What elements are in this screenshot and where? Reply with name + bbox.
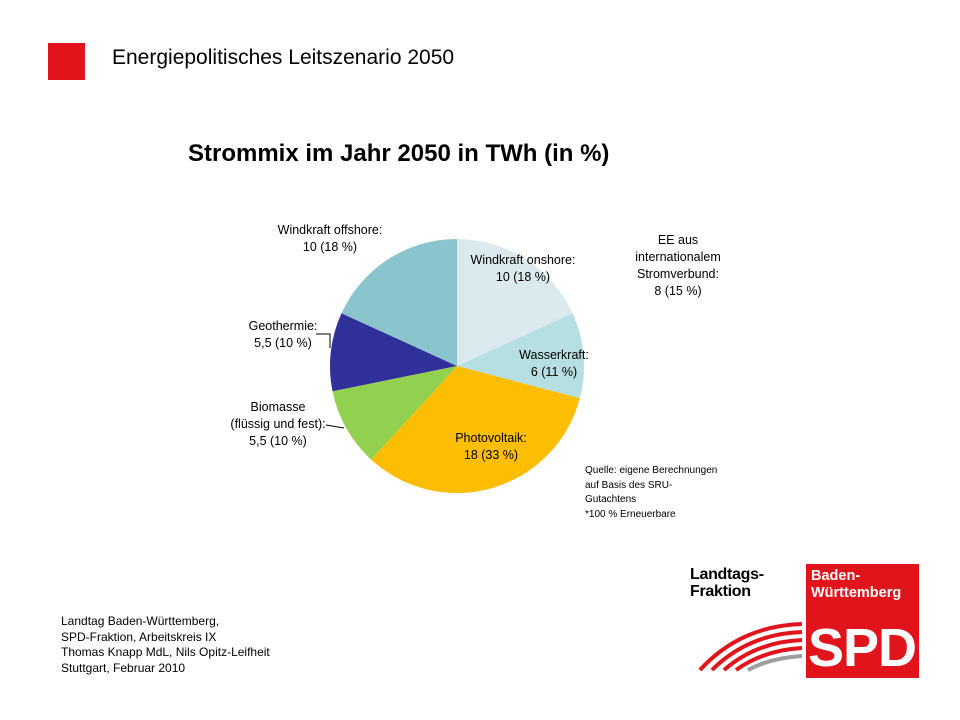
page-header: Energiepolitisches Leitszenario 2050 (112, 46, 455, 69)
footer-credits: Landtag Baden-Württemberg, SPD-Fraktion, … (61, 614, 270, 675)
label-windkraft-onshore: Windkraft onshore: 10 (18 %) (470, 253, 576, 284)
spd-wordmark: SPD (808, 618, 917, 678)
spd-state-name: Baden- Württemberg (811, 568, 902, 601)
label-wasserkraft: Wasserkraft: 6 (11 %) (519, 348, 589, 379)
pie-slice-photovoltaik (371, 366, 580, 494)
label-biomasse: Biomasse (flüssig und fest): 5,5 (10 %) (230, 400, 326, 448)
label-windkraft-offshore: Windkraft offshore: 10 (18 %) (277, 223, 383, 254)
landtagsfraktion-logo-text: Landtags- Fraktion (690, 566, 764, 600)
geothermie-leader-line (316, 333, 331, 348)
source-note: Quelle: eigene Berechnungen auf Basis des… (585, 465, 718, 520)
pie-slice-biomasse-flüssig-und-fest (332, 366, 457, 460)
brand-square (48, 43, 85, 80)
label-geothermie: Geothermie: 5,5 (10 %) (248, 319, 318, 350)
pie-slice-geothermie (330, 313, 457, 392)
biomasse-leader-line (325, 424, 345, 429)
chart-title: Strommix im Jahr 2050 in TWh (in %) (188, 140, 610, 167)
label-photovoltaik: Photovoltaik: 18 (33 %) (455, 431, 527, 462)
spd-logo (806, 564, 919, 678)
pie-slice-windkraft-onshore (457, 239, 573, 366)
parliament-arcs-icon (698, 622, 803, 672)
pie-slice-windkraft-offshore (341, 239, 457, 366)
pie-slice-wasserkraft (457, 313, 585, 399)
label-ee-international: EE aus internationalem Stromverbund: 8 (15 … (635, 233, 721, 298)
